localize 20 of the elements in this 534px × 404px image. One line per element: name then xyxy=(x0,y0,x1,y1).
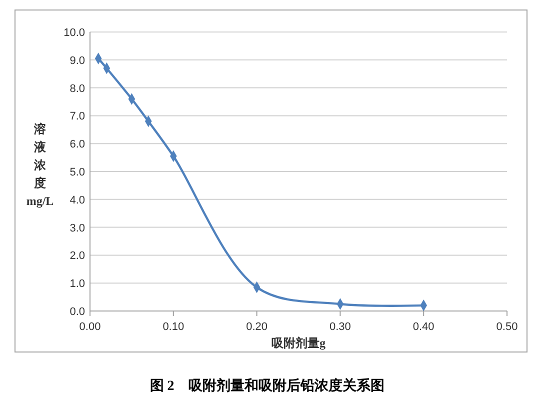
x-tick-label: 0.40 xyxy=(412,321,434,333)
y-tick-label: 1.0 xyxy=(70,278,85,290)
y-tick-label: 6.0 xyxy=(70,138,85,151)
y-tick-label: 7.0 xyxy=(70,110,85,123)
x-tick-label: 0.20 xyxy=(246,321,268,333)
y-tick-label: 5.0 xyxy=(70,166,85,178)
y-tick-label: 0.0 xyxy=(70,306,85,318)
y-tick-label: 9.0 xyxy=(70,54,85,67)
y-tick-label: 2.0 xyxy=(70,250,85,262)
y-axis-title: 溶液浓度mg/L xyxy=(26,122,54,208)
x-axis-title: 吸附剂量g xyxy=(272,336,326,350)
y-tick-label: 10.0 xyxy=(64,27,85,39)
x-tick-label: 0.00 xyxy=(79,321,101,333)
y-tick-label: 4.0 xyxy=(70,194,85,206)
y-tick-label: 8.0 xyxy=(70,82,85,95)
x-tick-label: 0.10 xyxy=(162,321,184,333)
x-tick-label: 0.50 xyxy=(496,321,518,333)
y-tick-label: 3.0 xyxy=(70,222,85,234)
text: 图 2 吸附剂量和吸附后铅浓度关系图 xyxy=(150,377,384,394)
x-tick-label: 0.30 xyxy=(329,321,351,333)
